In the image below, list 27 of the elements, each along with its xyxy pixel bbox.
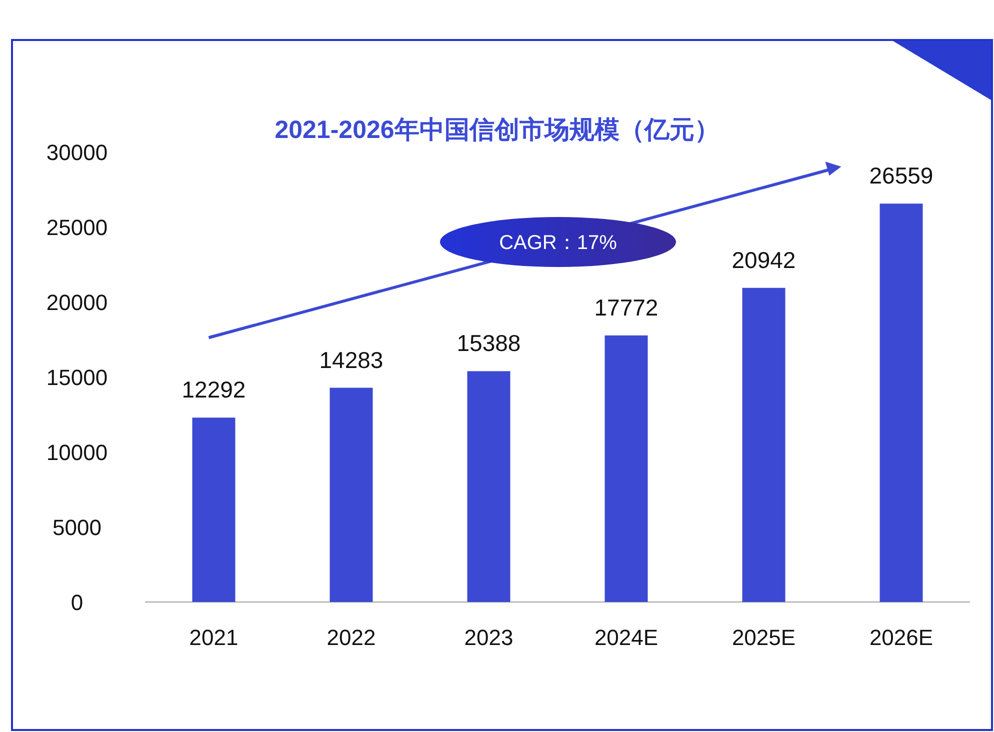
annotation: CAGR：17% [499, 232, 618, 254]
y-tick-label: 0 [70, 590, 84, 615]
x-tick-label: 2021 [189, 625, 238, 650]
y-tick-label: 5000 [52, 515, 102, 540]
bar [330, 388, 373, 602]
bar [192, 418, 236, 602]
data-label: 20942 [732, 246, 796, 273]
x-tick-label: 2024E [594, 625, 658, 650]
bar [467, 371, 510, 602]
bar [880, 204, 923, 602]
x-tick-label: 2026E [869, 625, 934, 650]
data-label: 15388 [456, 330, 521, 356]
x-tick-label: 2025E [732, 625, 796, 650]
data-label: 17772 [594, 294, 658, 320]
y-tick-label: 20000 [46, 290, 108, 315]
data-label: 14283 [319, 346, 384, 373]
x-tick-label: 2023 [464, 625, 514, 650]
y-tick-label: 15000 [46, 365, 108, 390]
y-tick-label: 10000 [46, 440, 108, 465]
chart-title: 2021-2026年中国信创市场规模（亿元） [274, 116, 720, 144]
y-tick-label: 30000 [46, 140, 108, 165]
data-label: 26559 [869, 162, 934, 189]
y-tick-label: 25000 [46, 215, 108, 240]
bar [604, 335, 648, 602]
data-label: 12292 [182, 376, 246, 403]
x-tick-label: 2022 [326, 625, 376, 650]
bar [742, 288, 786, 602]
